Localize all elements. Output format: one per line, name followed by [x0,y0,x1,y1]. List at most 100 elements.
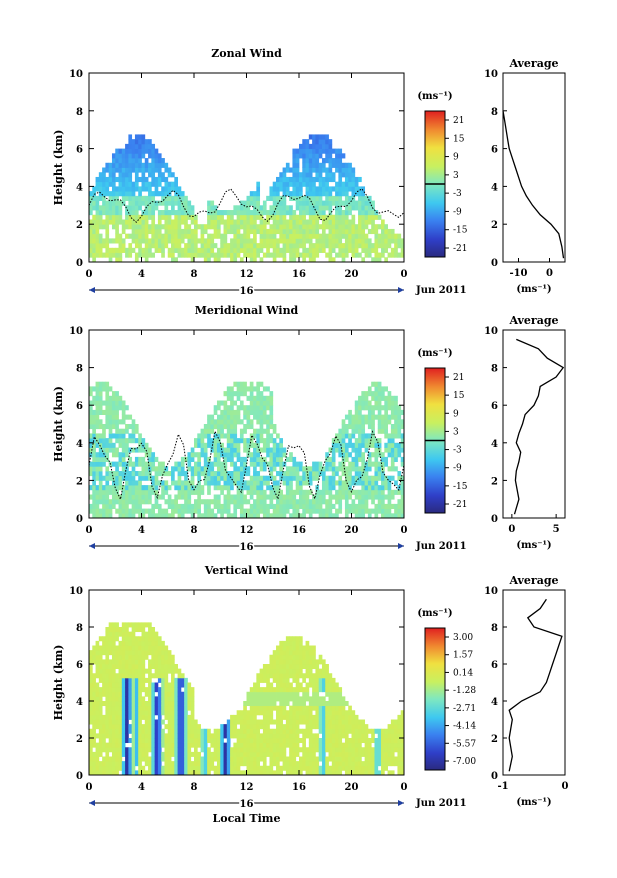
heatmap-cell [128,659,132,664]
heatmap-cell [292,182,296,187]
heatmap-cell [381,396,385,401]
heatmap-cell [296,466,300,471]
heatmap-cell [269,253,273,258]
heatmap-cell [391,410,395,415]
heatmap-cell [171,172,175,177]
heatmap-cell [338,687,342,692]
heatmap-cell [210,766,214,771]
heatmap-cell [191,457,195,462]
heatmap-cell [283,710,287,715]
heatmap-cell [352,499,356,504]
heatmap-cell [394,396,398,401]
heatmap-cell [145,168,149,173]
heatmap-cell [109,205,113,210]
heatmap-cell [201,253,205,258]
heatmap-cell [178,490,182,495]
heatmap-cell [253,471,257,476]
heatmap-cell [302,215,306,220]
heatmap-cell [204,757,208,762]
heatmap-cell [276,452,280,457]
heatmap-cell [191,710,195,715]
heatmap-cell [319,172,323,177]
heatmap-cell [230,724,234,729]
heatmap-cell [319,673,323,678]
heatmap-cell [322,238,326,243]
heatmap-cell [102,462,106,467]
heatmap-cell [105,485,109,490]
heatmap-cell [109,429,113,434]
heatmap-cell [325,224,329,229]
heatmap-cell [319,504,323,509]
heatmap-cell [109,664,113,669]
heatmap-cell [125,234,129,239]
heatmap-cell [253,401,257,406]
heatmap-cell [99,509,103,514]
heatmap-cell [174,743,178,748]
heatmap-cell [361,391,365,396]
heatmap-cell [365,205,369,210]
heatmap-cell [240,509,244,514]
heatmap-cell [181,720,185,725]
heatmap-cell [105,480,109,485]
heatmap-cell [309,210,313,215]
heatmap-cell [319,729,323,734]
heatmap-cell [135,659,139,664]
heatmap-cell [342,724,346,729]
heatmap-cell [312,471,316,476]
heatmap-cell [322,720,326,725]
heatmap-cell [371,443,375,448]
heatmap-cell [237,224,241,229]
heatmap-cell [230,238,234,243]
heatmap-cell [194,224,198,229]
heatmap-cell [276,646,280,651]
heatmap-cell [230,766,234,771]
heatmap-cell [276,664,280,669]
heatmap-cell [161,490,165,495]
heatmap-cell [315,471,319,476]
heatmap-cell [161,253,165,258]
heatmap-cell [312,659,316,664]
heatmap-cell [132,210,136,215]
heatmap-cell [145,706,149,711]
heatmap-cell [174,664,178,669]
heatmap-cell [312,182,316,187]
heatmap-cell [260,733,264,738]
heatmap-cell [299,673,303,678]
heatmap-cell [125,632,129,637]
heatmap-cell [312,673,316,678]
average-y-tick-label: 8 [491,107,498,118]
heatmap-cell [292,752,296,757]
heatmap-cell [240,499,244,504]
heatmap-cell [135,692,139,697]
heatmap-cell [322,139,326,144]
heatmap-cell [102,191,106,196]
heatmap-cell [250,687,254,692]
heatmap-cell [204,457,208,462]
heatmap-cell [237,215,241,220]
heatmap-cell [279,466,283,471]
heatmap-cell [105,438,109,443]
heatmap-cell [312,177,316,182]
heatmap-cell [335,205,339,210]
heatmap-cell [312,168,316,173]
heatmap-cell [109,724,113,729]
heatmap-cell [325,153,329,158]
heatmap-cell [145,701,149,706]
heatmap-cell [142,655,146,660]
heatmap-cell [89,706,93,711]
heatmap-cell [302,738,306,743]
heatmap-cell [260,448,264,453]
heatmap-cell [260,495,264,500]
heatmap-cell [348,172,352,177]
heatmap-cell [332,457,336,462]
heatmap-cell [197,499,201,504]
heatmap-cell [194,253,198,258]
heatmap-cell [135,243,139,248]
heatmap-cell [306,139,310,144]
heatmap-cell [250,701,254,706]
heatmap-cell [115,733,119,738]
heatmap-cell [96,224,100,229]
heatmap-cell [224,733,228,738]
heatmap-cell [355,429,359,434]
heatmap-cell [99,248,103,253]
